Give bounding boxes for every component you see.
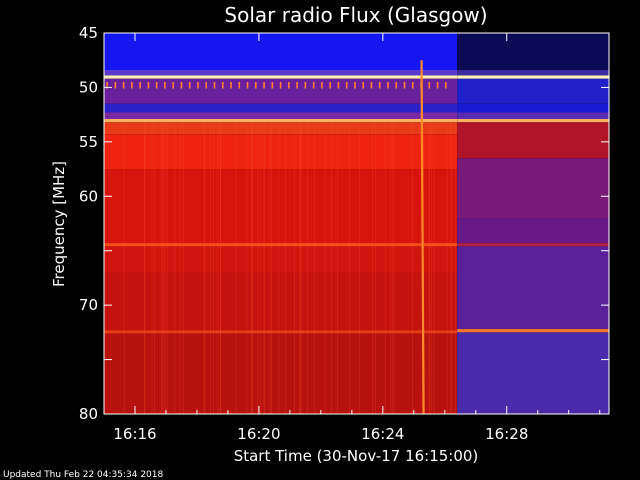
interference-mark: [279, 81, 282, 89]
interference-mark: [238, 81, 241, 89]
band-early-0: [104, 33, 458, 71]
interference-mark: [131, 81, 133, 89]
y-tick-label: 60: [79, 187, 98, 205]
band-late-4: [457, 103, 609, 113]
y-tick-labels: 45 50 55 60 70 80: [79, 24, 98, 423]
band-early-4: [104, 103, 458, 113]
interference-mark: [288, 81, 290, 89]
updated-timestamp: Updated Thu Feb 22 04:35:34 2018: [3, 470, 164, 480]
interference-mark: [246, 81, 249, 89]
y-tick-label: 80: [79, 405, 98, 423]
interference-mark: [304, 81, 307, 89]
y-axis-label: Frequency [MHz]: [50, 161, 68, 287]
interference-mark: [263, 81, 265, 89]
band-late-1: [457, 70, 609, 76]
band-early-13: [104, 330, 458, 334]
y-tick-label: 50: [79, 78, 98, 96]
interference-mark: [139, 81, 141, 89]
interference-mark: [180, 81, 183, 89]
interference-mark: [436, 81, 439, 89]
interference-mark: [362, 81, 365, 89]
interference-mark: [354, 81, 356, 89]
y-tick-label: 45: [79, 24, 98, 42]
band-late-12: [457, 329, 609, 333]
band-early-7: [104, 122, 458, 135]
interference-mark: [147, 81, 150, 89]
interference-mark: [122, 81, 125, 89]
interference-mark: [221, 81, 224, 89]
interference-mark: [312, 81, 315, 89]
interference-mark: [345, 81, 348, 89]
interference-mark: [370, 81, 373, 89]
interference-mark: [428, 81, 431, 89]
interference-mark: [337, 81, 340, 89]
y-tick-label: 55: [79, 133, 98, 151]
band-late-6: [457, 118, 609, 123]
band-early-1: [104, 70, 458, 76]
interference-mark: [378, 81, 381, 89]
interference-mark: [197, 81, 199, 89]
band-late-13: [457, 332, 609, 414]
interference-mark: [172, 81, 174, 89]
interference-mark: [271, 81, 274, 89]
band-early-14: [104, 333, 458, 414]
x-tick-labels: 16:16 16:20 16:24 16:28: [113, 425, 528, 443]
interference-mark: [164, 81, 166, 89]
band-early-8: [104, 134, 458, 170]
interference-mark: [230, 81, 232, 89]
band-late-0: [457, 33, 609, 71]
x-tick-label: 16:16: [113, 425, 156, 443]
band-late-10: [457, 243, 609, 247]
band-early-11: [104, 246, 458, 273]
band-late-5: [457, 112, 609, 119]
band-early-10: [104, 243, 458, 247]
interference-mark: [395, 81, 398, 89]
plot-frame: [103, 32, 610, 415]
band-early-6: [104, 118, 458, 123]
x-tick-label: 16:24: [361, 425, 404, 443]
interference-mark: [205, 81, 208, 89]
band-late-11: [457, 246, 609, 330]
band-early-5: [104, 112, 458, 119]
band-late-8: [457, 158, 609, 219]
interference-mark: [155, 81, 158, 89]
y-tick-label: 70: [79, 296, 98, 314]
chart-title: Solar radio Flux (Glasgow): [224, 3, 487, 27]
spectrogram-heatmap: [104, 33, 609, 414]
interference-mark: [329, 81, 331, 89]
interference-mark: [296, 81, 298, 89]
interference-mark: [188, 81, 191, 89]
axis-ticks: [103, 32, 609, 415]
band-early-2: [104, 75, 458, 79]
band-late-3: [457, 78, 609, 104]
interference-mark: [255, 81, 257, 89]
x-axis-label: Start Time (30-Nov-17 16:15:00): [234, 447, 479, 465]
x-tick-label: 16:28: [485, 425, 528, 443]
band-late-7: [457, 122, 609, 159]
interference-mark: [445, 81, 447, 89]
x-tick-label: 16:20: [237, 425, 280, 443]
band-late-2: [457, 75, 609, 79]
interference-mark: [321, 81, 323, 89]
interference-mark: [387, 81, 389, 89]
interference-mark: [114, 81, 117, 89]
radio-burst-line: [420, 60, 425, 415]
interference-mark: [213, 81, 216, 89]
interference-mark: [106, 81, 108, 89]
spectrogram-overlay: [103, 60, 456, 415]
band-early-12: [104, 272, 458, 331]
band-late-9: [457, 218, 609, 244]
interference-mark: [411, 81, 414, 89]
band-early-9: [104, 169, 458, 244]
interference-mark: [403, 81, 406, 89]
